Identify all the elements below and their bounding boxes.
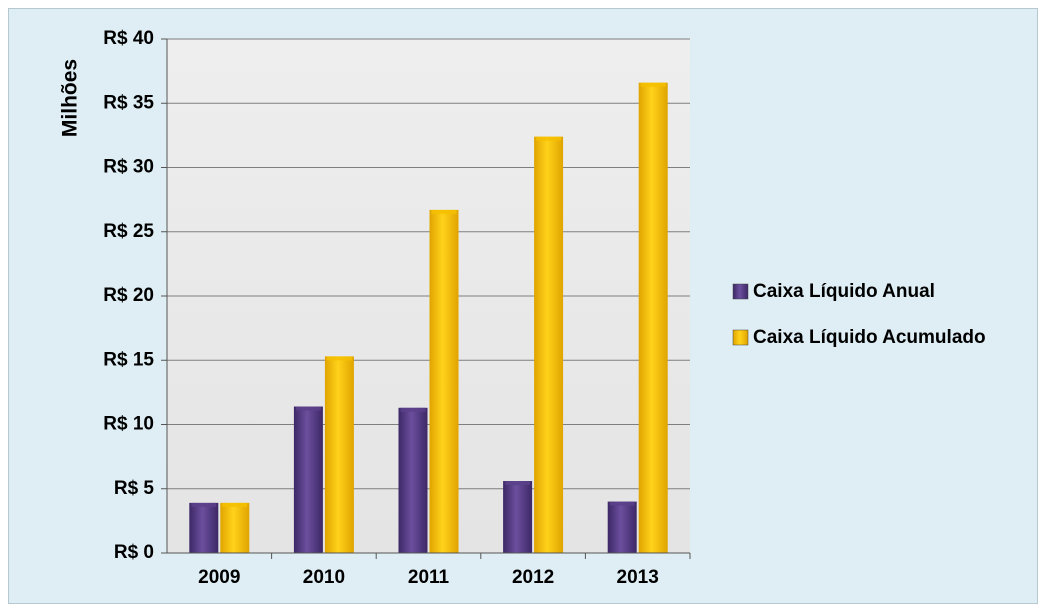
bar-top-bevel <box>640 82 666 87</box>
bar-top-bevel <box>536 136 562 141</box>
y-tick-label: R$ 35 <box>103 92 154 113</box>
y-axis-title: Milhões <box>59 59 82 137</box>
x-tick-label: 2013 <box>617 567 659 588</box>
bar-top-bevel <box>295 406 321 411</box>
y-tick-label: R$ 0 <box>114 542 154 563</box>
y-tick-label: R$ 30 <box>103 157 154 178</box>
bar-2012-acumulado <box>534 136 564 553</box>
legend-swatch-anual <box>732 283 749 300</box>
bar-2013-acumulado <box>638 82 668 553</box>
y-tick-label: R$ 25 <box>103 221 154 242</box>
bar-top-bevel <box>191 502 217 507</box>
bar-2011-acumulado <box>429 209 459 553</box>
y-tick-label: R$ 10 <box>103 414 154 435</box>
bars <box>189 82 668 553</box>
bar-top-bevel <box>609 501 635 506</box>
x-tick-label: 2010 <box>303 567 345 588</box>
grid-lines <box>167 38 690 490</box>
bar-top-bevel <box>222 502 248 507</box>
legend-swatch-acumulado <box>732 329 749 346</box>
bar-top-bevel <box>431 209 457 214</box>
bar-2013-anual <box>607 501 637 553</box>
y-tick-labels: R$ 0 R$ 5 R$ 10 R$ 15 R$ 20 R$ 25 R$ 30 R$ 35 R$… <box>103 28 167 563</box>
x-tick-labels: 2009 2010 2011 2012 2013 <box>198 553 691 588</box>
legend-label-anual: Caixa Líquido Anual <box>753 281 935 302</box>
x-tick-label: 2009 <box>198 567 240 588</box>
bar-top-bevel <box>505 481 531 486</box>
bar-top-bevel <box>400 407 426 412</box>
bar-2011-anual <box>398 407 428 553</box>
legend-label-acumulado: Caixa Líquido Acumulado <box>753 327 986 348</box>
y-tick-label: R$ 5 <box>114 478 155 499</box>
bar-2009-anual <box>189 502 219 553</box>
x-tick-label: 2012 <box>512 567 554 588</box>
bar-2009-acumulado <box>220 502 250 553</box>
bar-top-bevel <box>326 356 352 361</box>
legend: Caixa Líquido Anual Caixa Líquido Acumula… <box>732 281 986 348</box>
y-tick-label: R$ 40 <box>103 28 154 49</box>
bar-2010-anual <box>293 406 323 553</box>
x-tick-label: 2011 <box>408 567 450 588</box>
bar-2012-anual <box>503 481 533 553</box>
y-tick-label: R$ 20 <box>103 285 154 306</box>
bar-2010-acumulado <box>324 356 354 553</box>
y-tick-label: R$ 15 <box>103 349 154 370</box>
